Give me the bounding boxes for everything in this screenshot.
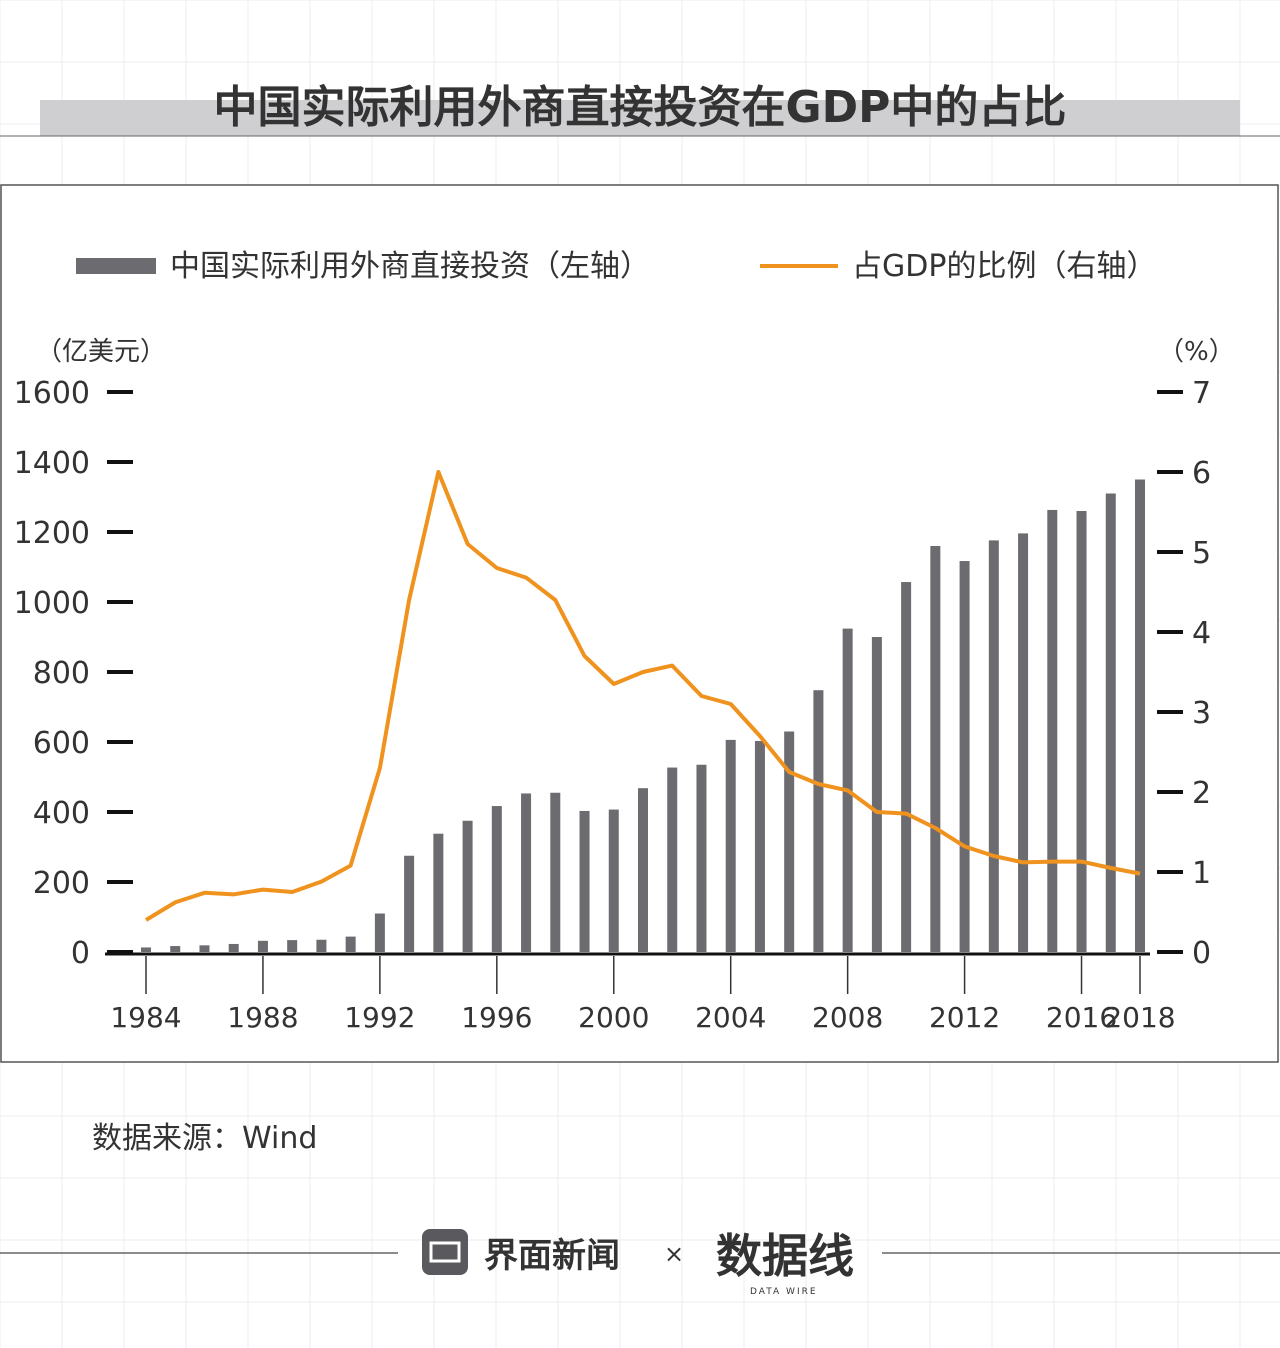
right-tick-label: 3 (1192, 696, 1211, 731)
x-tick-label: 2016 (1046, 1001, 1117, 1034)
legend-bar-label: 中国实际利用外商直接投资（左轴） (170, 249, 650, 284)
bar-2017 (1105, 493, 1116, 952)
bar-1990 (316, 939, 327, 952)
bar-2016 (1076, 511, 1087, 952)
x-tick-label: 2000 (578, 1001, 649, 1034)
ratio-line (144, 470, 1141, 922)
left-tick-label: 1000 (14, 586, 90, 621)
source-note: 数据来源：Wind (92, 1121, 317, 1156)
x-tick-label: 2004 (695, 1001, 766, 1034)
bar-2006 (784, 731, 795, 952)
x-tick-label: 2012 (929, 1001, 1000, 1034)
bar-2009 (871, 637, 882, 952)
bar-2002 (667, 767, 678, 952)
x-tick-label: 1988 (227, 1001, 298, 1034)
left-tick-label: 400 (33, 796, 90, 831)
bar-1991 (345, 936, 356, 952)
left-tick-label: 1400 (14, 446, 90, 481)
brand-datawire-sub: DATA WIRE (750, 1287, 818, 1297)
bar-1987 (228, 943, 239, 952)
bar-1996 (491, 806, 502, 952)
right-tick-label: 7 (1192, 376, 1211, 411)
legend: 中国实际利用外商直接投资（左轴） 占GDP的比例（右轴） (76, 249, 1156, 284)
legend-line-label: 占GDP的比例（右轴） (852, 249, 1156, 284)
bar-1989 (287, 940, 298, 952)
bar-series (141, 479, 1145, 952)
left-tick-label: 600 (33, 726, 90, 761)
bar-2018 (1135, 479, 1145, 952)
bar-1985 (170, 946, 181, 952)
bar-2015 (1047, 509, 1058, 952)
right-tick-label: 5 (1192, 536, 1211, 571)
brand-times: × (664, 1240, 684, 1268)
right-tick-label: 0 (1192, 936, 1211, 971)
jiemian-logo-glyph (429, 1241, 461, 1263)
right-axis: 0 1 2 3 4 5 6 7 (1157, 376, 1211, 971)
x-tick-label: 2018 (1104, 1001, 1175, 1034)
right-tick-label: 6 (1192, 456, 1211, 491)
bar-2000 (608, 809, 619, 952)
brand-jiemian: 界面新闻 (484, 1236, 620, 1276)
left-tick-label: 800 (33, 656, 90, 691)
bar-2011 (930, 546, 941, 952)
bar-2005 (754, 740, 765, 952)
bar-1997 (521, 793, 532, 952)
jiemian-logo-icon (422, 1229, 468, 1275)
bar-1986 (199, 945, 210, 952)
left-tick-label: 1600 (14, 376, 90, 411)
x-tick-label: 1992 (344, 1001, 415, 1034)
bar-2007 (813, 690, 824, 952)
bar-2003 (696, 764, 707, 952)
left-axis: 0 200 400 600 800 1000 1200 1400 1600 (14, 376, 133, 971)
page-title: 中国实际利用外商直接投资在GDP中的占比 (214, 82, 1067, 133)
bar-1988 (257, 940, 268, 952)
bar-2010 (901, 582, 912, 952)
bar-1994 (433, 833, 444, 952)
bar-1984 (141, 947, 151, 952)
x-tick-label: 1996 (461, 1001, 532, 1034)
bar-1992 (374, 913, 385, 952)
x-tick-label: 2008 (812, 1001, 883, 1034)
bar-1993 (404, 855, 415, 952)
left-tick-label: 1200 (14, 516, 90, 551)
bar-2004 (725, 739, 736, 952)
bar-1998 (550, 792, 561, 952)
left-tick-label: 0 (71, 936, 90, 971)
bar-1999 (579, 810, 590, 952)
footer-brand: 界面新闻 × 数据线 DATA WIRE (0, 1229, 1280, 1297)
legend-bar-swatch (76, 258, 156, 274)
right-tick-label: 2 (1192, 776, 1211, 811)
right-tick-label: 4 (1192, 616, 1211, 651)
brand-datawire: 数据线 (716, 1229, 854, 1283)
left-tick-label: 200 (33, 866, 90, 901)
left-axis-unit: （亿美元） (36, 337, 166, 367)
title-band (40, 100, 1240, 136)
right-tick-label: 1 (1192, 856, 1211, 891)
x-tick-label: 1984 (110, 1001, 181, 1034)
bar-2001 (638, 788, 648, 952)
bar-2013 (988, 540, 999, 952)
bar-2014 (1018, 533, 1029, 952)
bar-1995 (462, 820, 473, 952)
bar-2012 (959, 561, 970, 952)
right-axis-unit: （%） (1158, 337, 1235, 367)
